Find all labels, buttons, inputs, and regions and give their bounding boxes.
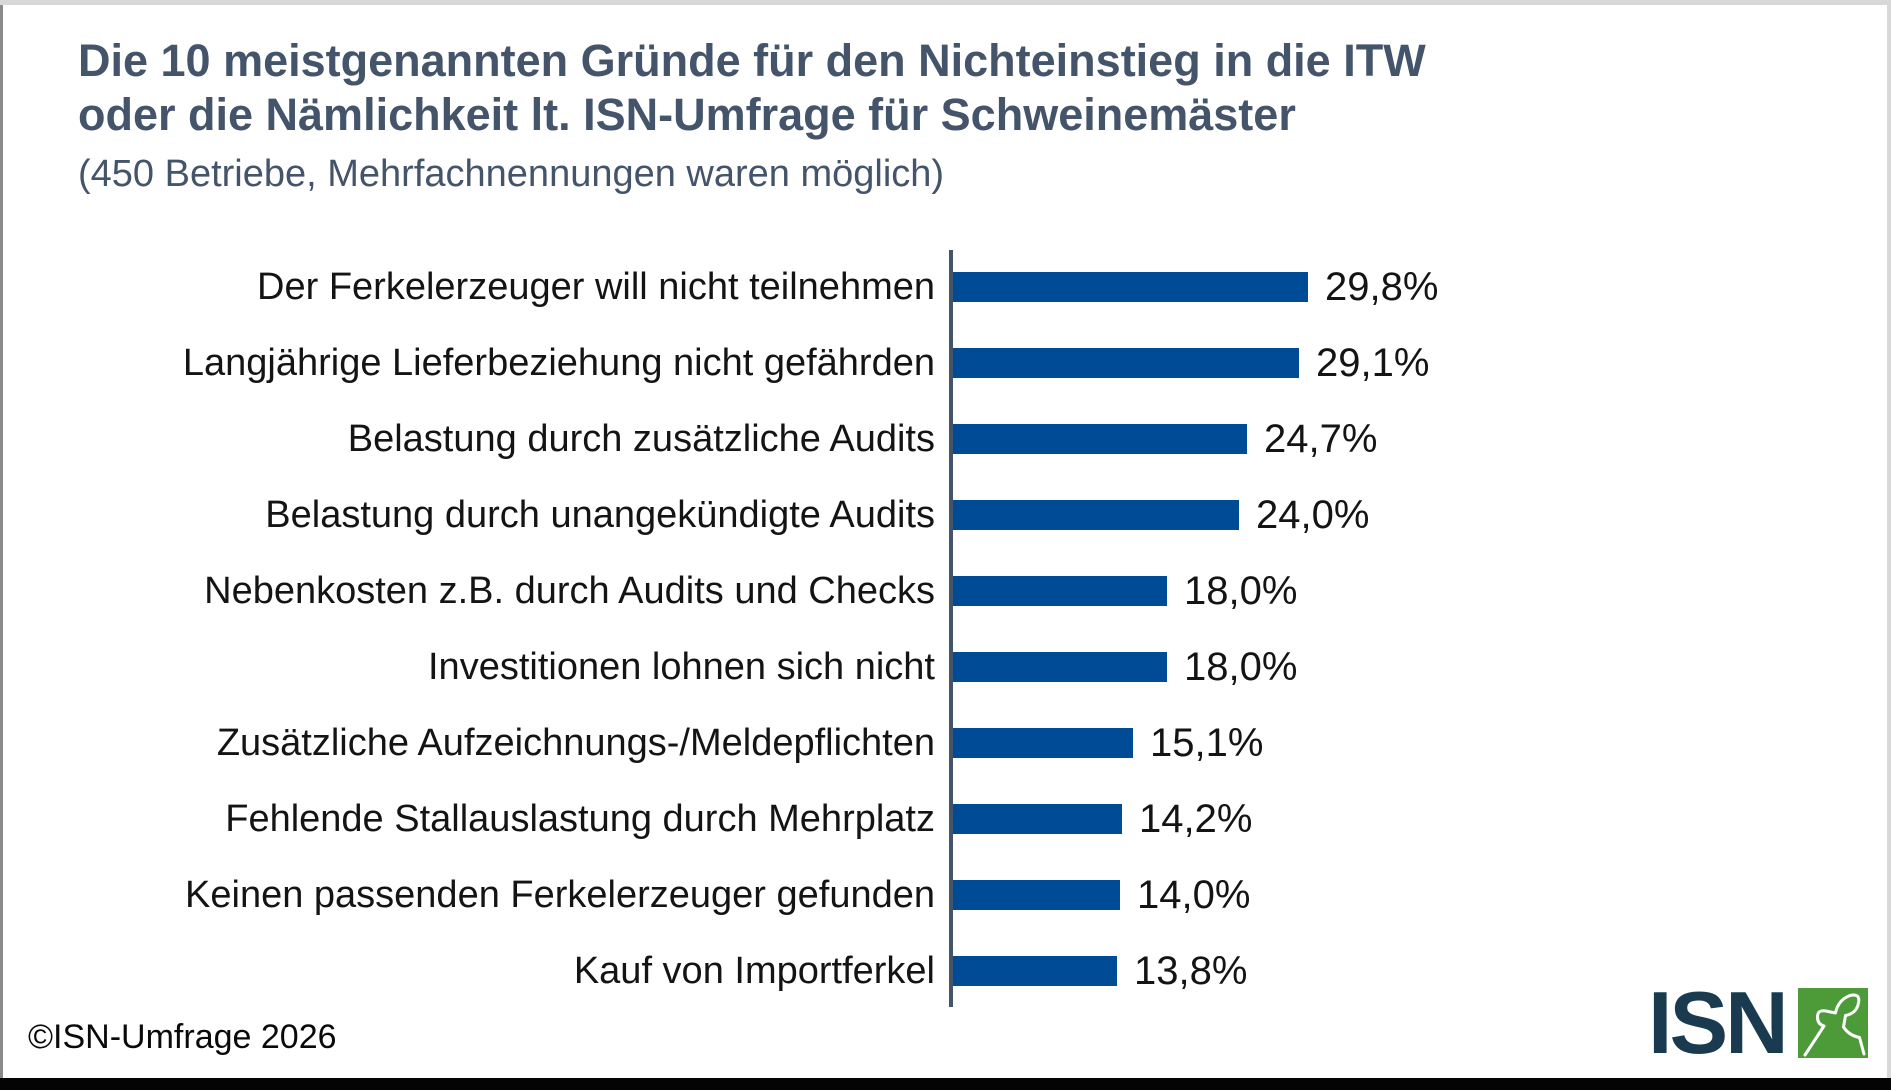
bar xyxy=(953,956,1117,986)
bar xyxy=(953,728,1133,758)
bar-row: Keinen passenden Ferkelerzeuger gefunden… xyxy=(0,857,1891,933)
bar xyxy=(953,576,1167,606)
category-label: Langjährige Lieferbeziehung nicht gefähr… xyxy=(182,341,935,384)
bar-row: Zusätzliche Aufzeichnungs-/Meldepflichte… xyxy=(0,705,1891,781)
bar-row: Nebenkosten z.B. durch Audits und Checks… xyxy=(0,553,1891,629)
value-label: 24,7% xyxy=(1264,416,1378,461)
right-edge xyxy=(1887,5,1891,1078)
top-edge xyxy=(0,0,1891,5)
value-label: 15,1% xyxy=(1150,720,1264,765)
category-label: Fehlende Stallauslastung durch Mehrplatz xyxy=(225,797,935,840)
bar xyxy=(953,272,1308,302)
left-edge xyxy=(0,5,3,1078)
page-title-line2: oder die Nämlichkeit lt. ISN-Umfrage für… xyxy=(78,89,1296,140)
bar xyxy=(953,880,1120,910)
bar-row: Kauf von Importferkel 13,8% xyxy=(0,933,1891,1009)
value-label: 18,0% xyxy=(1184,644,1298,689)
bar xyxy=(953,348,1299,378)
value-label: 14,2% xyxy=(1139,796,1253,841)
value-label: 14,0% xyxy=(1137,872,1251,917)
bar-chart: Der Ferkelerzeuger will nicht teilnehmen… xyxy=(0,249,1891,1009)
page-title-line1: Die 10 meistgenannten Gründe für den Nic… xyxy=(78,35,1426,86)
value-label: 29,8% xyxy=(1325,264,1439,309)
bar-row: Der Ferkelerzeuger will nicht teilnehmen… xyxy=(0,249,1891,325)
bar-row: Fehlende Stallauslastung durch Mehrplatz… xyxy=(0,781,1891,857)
category-label: Belastung durch zusätzliche Audits xyxy=(347,417,935,460)
bottom-edge xyxy=(0,1078,1891,1090)
isn-logo-text: ISN xyxy=(1648,973,1789,1072)
bar-rows: Der Ferkelerzeuger will nicht teilnehmen… xyxy=(0,249,1891,1009)
value-label: 13,8% xyxy=(1134,948,1248,993)
category-label: Der Ferkelerzeuger will nicht teilnehmen xyxy=(257,265,935,308)
category-label: Investitionen lohnen sich nicht xyxy=(428,645,935,688)
bar-row: Investitionen lohnen sich nicht 18,0% xyxy=(0,629,1891,705)
value-label: 24,0% xyxy=(1256,492,1370,537)
isn-logo-square xyxy=(1797,988,1868,1058)
value-label: 29,1% xyxy=(1316,340,1430,385)
bar xyxy=(953,804,1122,834)
pig-head-icon xyxy=(1803,993,1866,1057)
category-label: Kauf von Importferkel xyxy=(573,949,935,992)
bar-row: Belastung durch zusätzliche Audits 24,7% xyxy=(0,401,1891,477)
bar-row: Belastung durch unangekündigte Audits 24… xyxy=(0,477,1891,553)
category-label: Zusätzliche Aufzeichnungs-/Meldepflichte… xyxy=(216,721,935,764)
chart-header: Die 10 meistgenannten Gründe für den Nic… xyxy=(78,34,1426,196)
value-label: 18,0% xyxy=(1184,568,1298,613)
bar xyxy=(953,652,1167,682)
bar xyxy=(953,424,1247,454)
bar xyxy=(953,500,1239,530)
chart-subtitle: (450 Betriebe, Mehrfachnennungen waren m… xyxy=(78,153,945,195)
bar-row: Langjährige Lieferbeziehung nicht gefähr… xyxy=(0,325,1891,401)
category-label: Keinen passenden Ferkelerzeuger gefunden xyxy=(185,873,935,916)
copyright-text: ©ISN-Umfrage 2026 xyxy=(28,1018,337,1056)
category-label: Nebenkosten z.B. durch Audits und Checks xyxy=(204,569,935,612)
page-title: Die 10 meistgenannten Gründe für den Nic… xyxy=(78,34,1426,142)
isn-logo: ISN xyxy=(1648,973,1868,1072)
y-axis-line xyxy=(949,250,953,1007)
category-label: Belastung durch unangekündigte Audits xyxy=(265,493,935,536)
